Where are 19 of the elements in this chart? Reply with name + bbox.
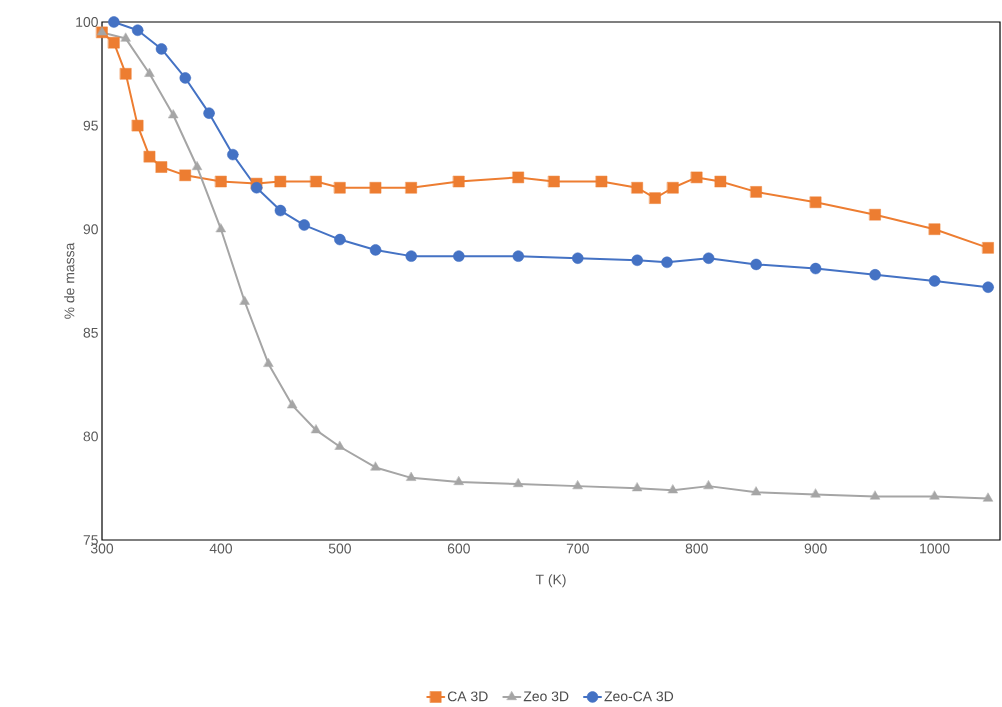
x-tick-label: 900 [804, 543, 827, 554]
x-tick-label: 800 [685, 543, 708, 554]
x-tick-label: 700 [566, 543, 589, 554]
legend-label: Zeo-CA 3D [604, 691, 674, 702]
y-tick-label: 100 [76, 17, 98, 28]
x-tick-label: 600 [447, 543, 470, 554]
x-tick-label: 400 [209, 543, 233, 554]
legend-label: CA 3D [447, 691, 488, 702]
legend-label: Zeo 3D [523, 691, 569, 702]
x-tick-label: 300 [90, 543, 114, 554]
x-tick-label: 500 [328, 543, 351, 554]
y-tick-label: 90 [83, 224, 98, 235]
y-tick-label: 75 [83, 535, 98, 546]
y-axis-title: % de massa [64, 242, 75, 320]
y-tick-label: 85 [83, 328, 98, 338]
x-tick-label: 1000 [920, 543, 950, 554]
x-axis-title: T (K) [535, 574, 566, 588]
y-tick-label: 80 [83, 431, 98, 442]
y-tick-label: 95 [83, 120, 98, 131]
